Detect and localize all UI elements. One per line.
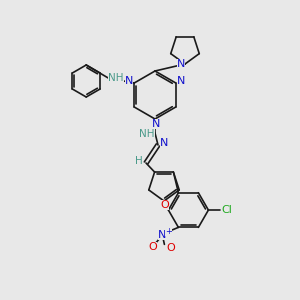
- Text: NH: NH: [109, 73, 124, 83]
- Text: N: N: [177, 76, 185, 86]
- Text: N: N: [177, 59, 185, 69]
- Text: Cl: Cl: [221, 205, 232, 215]
- Text: H: H: [135, 156, 143, 166]
- Text: NH: NH: [139, 129, 155, 139]
- Text: O: O: [166, 243, 175, 254]
- Text: O: O: [160, 200, 169, 210]
- Text: N: N: [152, 119, 160, 129]
- Text: N: N: [158, 230, 166, 240]
- Text: O: O: [148, 242, 157, 252]
- Text: +: +: [165, 227, 172, 236]
- Text: N: N: [125, 76, 134, 86]
- Text: N: N: [160, 138, 168, 148]
